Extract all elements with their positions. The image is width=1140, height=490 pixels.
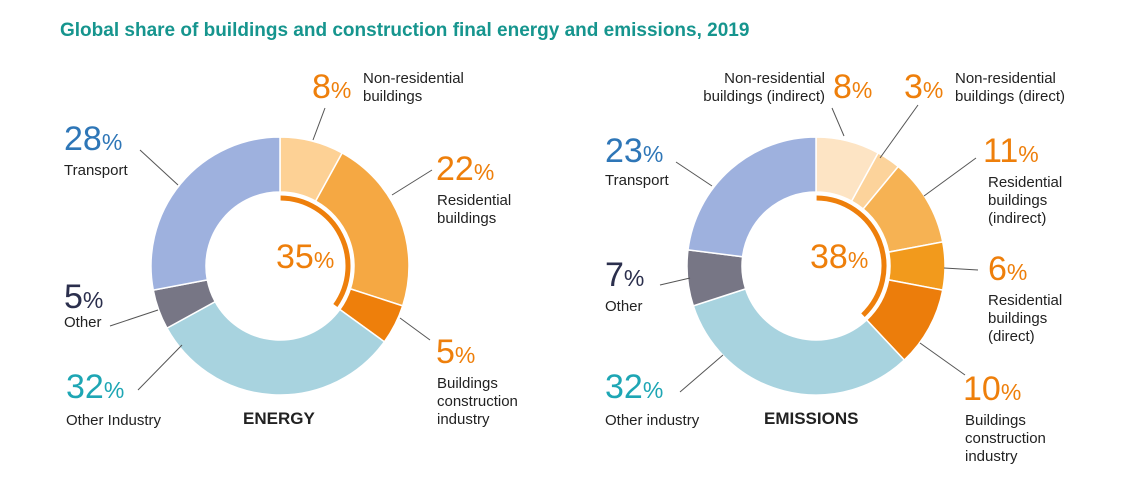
energy-constr-value: 5% [436,333,476,371]
energy-transport-value: 28% [64,120,123,158]
emissions-constr-label: Buildings construction industry [965,412,1046,465]
emissions-res-ind-label: Residential buildings (indirect) [988,174,1063,227]
leader-line [879,104,919,159]
emissions-slice-other-industry [692,287,906,396]
emissions-chart-name: EMISSIONS [764,409,859,428]
energy-res-label: Residential buildings [437,192,512,227]
emissions-nonres-dir-value: 3% [904,68,944,106]
emissions-donut [686,136,946,396]
energy-nonres-label: Non-residential buildings [363,70,464,105]
energy-nonres-value: 8% [312,68,352,106]
leader-line [679,354,724,393]
emissions-other-label: Other [605,298,643,315]
leader-line [391,169,433,196]
emissions-nonres-dir-label: Non-residential buildings (direct) [955,70,1066,105]
emissions-industry-label: Other industry [605,412,700,429]
emissions-res-dir-value: 6% [988,250,1028,288]
leader-line [659,277,691,286]
emissions-slice-transport [687,136,817,258]
emissions-res-ind-value: 11% [983,132,1039,170]
emissions-transport-label: Transport [605,172,669,189]
emissions-other-value: 7% [605,256,645,294]
energy-constr-label: Buildings construction industry [437,375,518,428]
energy-buildings-share-arc [280,195,351,307]
chart-title: Global share of buildings and constructi… [60,20,750,41]
leader-line [139,149,179,186]
leader-line [831,107,845,137]
energy-slice-residential-buildings [314,151,410,307]
emissions-buildings-share-arc [816,195,887,317]
energy-transport-label: Transport [64,162,128,179]
leader-line [137,344,183,391]
emissions-constr-value: 10% [963,370,1022,408]
leader-line [919,342,966,376]
energy-chart-name: ENERGY [243,409,315,428]
emissions-nonres-ind-label: Non-residential buildings (indirect) [703,70,825,105]
emissions-industry-value: 32% [605,368,664,406]
energy-slice-other-industry [165,300,386,396]
emissions-transport-value: 23% [605,132,664,170]
leader-line [923,157,977,197]
energy-res-value: 22% [436,150,495,188]
leader-lines [109,104,979,393]
energy-industry-label: Other Industry [66,412,162,429]
emissions-center-value: 38% [810,238,869,276]
energy-other-value: 5% [64,278,104,316]
leader-line [943,267,979,271]
leader-line [109,309,159,327]
energy-other-label: Other [64,314,102,331]
leader-line [399,317,431,341]
emissions-res-dir-label: Residential buildings (direct) [988,292,1063,345]
energy-industry-value: 32% [66,368,125,406]
leader-line [675,161,713,187]
energy-donut [150,136,410,396]
energy-slice-transport [150,136,281,292]
leader-line [312,107,326,141]
energy-center-value: 35% [276,238,335,276]
emissions-nonres-ind-value: 8% [833,68,873,106]
